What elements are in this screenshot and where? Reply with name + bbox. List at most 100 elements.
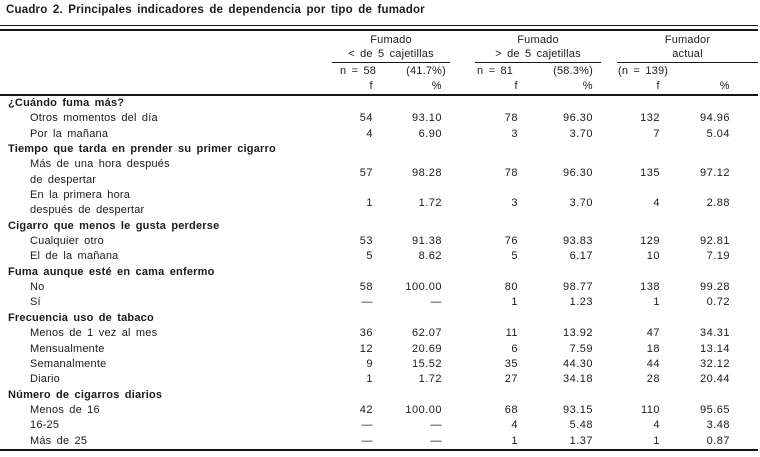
cell-frequency: 78 — [504, 112, 518, 125]
cell-percent: 0.87 — [706, 434, 730, 447]
group-3-n: (n = 139) — [617, 63, 758, 80]
cell-frequency: 129 — [640, 235, 660, 248]
group-gap — [601, 234, 617, 249]
group-gap — [601, 188, 617, 219]
group-gap — [601, 295, 617, 310]
cell-frequency: 1 — [366, 373, 373, 386]
cell-percent: 7.19 — [706, 250, 730, 263]
section-header: Tiempo que tarda en prender su primer ci… — [8, 143, 276, 156]
group-gap — [601, 47, 617, 63]
cell-frequency: 4 — [653, 197, 660, 210]
group-gap — [601, 249, 617, 264]
cell-percent: 1.37 — [569, 434, 593, 447]
group-gap — [601, 63, 617, 80]
cell-percent: 7.59 — [569, 342, 593, 355]
group-gap — [450, 418, 475, 433]
row-label: Menos de 16 — [30, 403, 100, 416]
group-gap — [601, 342, 617, 357]
group-gap — [450, 47, 475, 63]
cell-frequency: 42 — [359, 403, 373, 416]
group-1-n-pct: (41.7%) — [406, 65, 446, 77]
row-label: Diario — [30, 373, 60, 386]
cell-frequency: 4 — [366, 127, 373, 140]
cell-percent: 93.15 — [562, 403, 593, 416]
cell-frequency: 110 — [640, 403, 660, 416]
row-label: En la primera hora después de despertar — [8, 188, 332, 219]
cell-percent: 95.65 — [699, 403, 730, 416]
group-gap — [450, 157, 475, 188]
column-group-2-title: Fumado — [517, 34, 559, 46]
cell-percent: 98.77 — [562, 281, 593, 294]
cell-frequency: 5 — [366, 250, 373, 263]
column-group-1-title: Fumado — [370, 34, 412, 46]
cell-frequency: 11 — [505, 327, 518, 340]
group-gap — [450, 111, 475, 126]
f-column-header: f — [369, 80, 373, 92]
cell-percent: 1.23 — [569, 296, 593, 309]
cell-percent: 20.69 — [411, 342, 442, 355]
group-gap — [450, 188, 475, 219]
cell-frequency: 6 — [511, 342, 518, 355]
row-label: Más de una hora después de despertar — [8, 157, 332, 188]
cell-frequency: 7 — [653, 127, 660, 140]
cell-frequency: 4 — [511, 419, 518, 432]
row-label: 16-25 — [30, 419, 60, 432]
row-label-line: después de despertar — [30, 204, 145, 217]
section-header: Frecuencia uso de tabaco — [8, 311, 154, 324]
data-row: Diario 1 1.72 27 34.18 28 20.44 — [8, 372, 758, 387]
column-group-2-subtitle: > de 5 cajetillas — [475, 47, 601, 63]
cell-frequency: 3 — [511, 197, 518, 210]
f-column-header: f — [514, 80, 518, 92]
data-row: 16-25 — — 4 5.48 4 3.48 — [8, 418, 758, 433]
cell-percent: 5.48 — [569, 419, 593, 432]
row-label: El de la mañana — [30, 250, 119, 263]
cell-frequency: 36 — [359, 327, 373, 340]
cell-percent: 1.72 — [418, 373, 442, 386]
cell-percent: 8.62 — [418, 250, 442, 263]
cell-percent: 93.10 — [411, 112, 442, 125]
subheader-row: f% f% f% — [8, 79, 758, 94]
group-gap — [601, 357, 617, 372]
cell-percent: 34.31 — [699, 327, 730, 340]
cell-frequency: 1 — [511, 296, 518, 309]
cell-frequency: 27 — [504, 373, 518, 386]
data-row: No 58 100.00 80 98.77 138 99.28 — [8, 280, 758, 295]
group-gap — [601, 372, 617, 387]
data-row: Más de una hora después de despertar 57 98.… — [8, 157, 758, 188]
cell-frequency: 80 — [504, 281, 518, 294]
pct-column-header: % — [431, 80, 442, 92]
group-gap — [450, 127, 475, 142]
cell-frequency: 57 — [359, 166, 373, 179]
group-gap — [450, 434, 475, 449]
column-group-1-subtitle: < de 5 cajetillas — [332, 47, 450, 63]
table-title: Cuadro 2. Principales indicadores de dep… — [6, 4, 425, 16]
group-gap — [450, 79, 475, 94]
cell-percent: 0.72 — [706, 296, 730, 309]
group-gap — [601, 434, 617, 449]
cell-percent: 99.28 — [699, 281, 730, 294]
cell-percent: 32.12 — [699, 357, 730, 370]
group-gap — [601, 418, 617, 433]
column-group-3-subtitle: actual — [617, 47, 758, 63]
section-header: Fuma aunque esté en cama enfermo — [8, 265, 215, 278]
cell-percent: 3.48 — [706, 419, 730, 432]
pct-column-header: % — [719, 80, 730, 92]
group-gap — [450, 249, 475, 264]
column-group-3-title: Fumador — [664, 34, 711, 46]
cell-frequency: — — [361, 434, 373, 447]
cell-frequency: 18 — [646, 342, 660, 355]
group-gap — [601, 403, 617, 418]
cell-frequency: 28 — [646, 373, 660, 386]
cell-frequency: 132 — [640, 112, 660, 125]
data-row: Menos de 16 42 100.00 68 93.15 110 95.65 — [8, 403, 758, 418]
group-gap — [450, 326, 475, 341]
group-gap — [450, 342, 475, 357]
bottom-rule — [0, 449, 758, 451]
cell-percent: 20.44 — [699, 373, 730, 386]
data-row: Cualquier otro 53 91.38 76 93.83 129 92.81 — [8, 234, 758, 249]
cell-frequency: 1 — [366, 197, 373, 210]
group-gap — [450, 357, 475, 372]
cell-frequency: 78 — [504, 166, 518, 179]
section-header: Número de cigarros diarios — [8, 388, 163, 401]
cell-percent: 3.70 — [569, 127, 593, 140]
